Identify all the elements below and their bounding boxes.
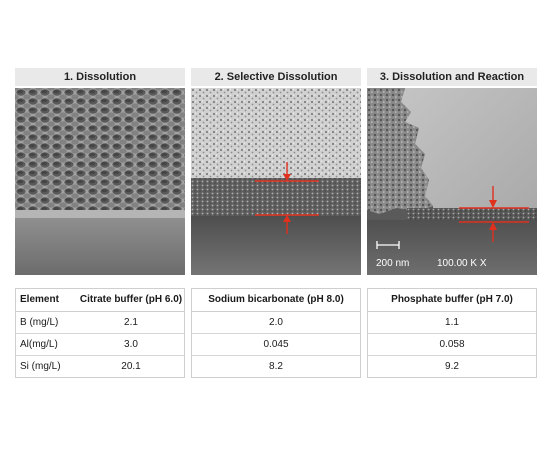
table-row: 2.0 — [192, 312, 360, 334]
table-row: 8.2 — [192, 356, 360, 377]
scale-bar-label: 200 nm — [376, 258, 409, 269]
table-cell: 1.1 — [445, 317, 459, 328]
table-cell: 3.0 — [124, 339, 138, 350]
table-cell: 9.2 — [445, 361, 459, 372]
panel-title: 2. Selective Dissolution — [191, 68, 361, 86]
panel-selective-dissolution: 2. Selective Dissolution — [191, 68, 361, 275]
row-label: Al(mg/L) — [20, 339, 58, 350]
table-row: 0.058 — [368, 334, 536, 356]
table-row: 1.1 — [368, 312, 536, 334]
table-header-row: Sodium bicarbonate (pH 8.0) — [192, 289, 360, 312]
table-column-phosphate: Phosphate buffer (pH 7.0) 1.1 0.058 9.2 — [367, 288, 537, 378]
column-header: Sodium bicarbonate (pH 8.0) — [208, 294, 344, 305]
table-header-row: Element Citrate buffer (pH 6.0) — [16, 289, 184, 312]
table-cell: 20.1 — [121, 361, 141, 372]
panel-title: 3. Dissolution and Reaction — [367, 68, 537, 86]
sem-image-dissolution-reaction: 200 nm 100.00 K X — [367, 88, 537, 275]
table-cell: 8.2 — [269, 361, 283, 372]
table-row: 9.2 — [368, 356, 536, 377]
scale-bar-icon — [376, 241, 400, 249]
table-cell: 0.058 — [439, 339, 465, 350]
table-row: Al(mg/L) 3.0 — [16, 334, 184, 356]
element-header: Element — [20, 294, 59, 305]
arrow-marker-icon — [459, 186, 529, 242]
sem-image-dissolution — [15, 88, 185, 275]
table-cell: 2.1 — [124, 317, 138, 328]
table-cell: 0.045 — [263, 339, 289, 350]
row-label: B (mg/L) — [20, 317, 59, 328]
panel-dissolution-reaction: 3. Dissolution and Reaction — [367, 68, 537, 275]
arrow-marker-icon — [255, 162, 319, 234]
table-column-citrate: Element Citrate buffer (pH 6.0) B (mg/L)… — [15, 288, 185, 378]
panel-title: 1. Dissolution — [15, 68, 185, 86]
column-header: Citrate buffer (pH 6.0) — [79, 294, 183, 305]
magnification-label: 100.00 K X — [437, 258, 487, 269]
panel-dissolution: 1. Dissolution — [15, 68, 185, 275]
table-cell: 2.0 — [269, 317, 283, 328]
table-row: Si (mg/L) 20.1 — [16, 356, 184, 377]
row-label: Si (mg/L) — [20, 361, 61, 372]
sem-image-selective-dissolution — [191, 88, 361, 275]
table-row: 0.045 — [192, 334, 360, 356]
table-column-bicarbonate: Sodium bicarbonate (pH 8.0) 2.0 0.045 8.… — [191, 288, 361, 378]
table-header-row: Phosphate buffer (pH 7.0) — [368, 289, 536, 312]
column-header: Phosphate buffer (pH 7.0) — [391, 294, 513, 305]
table-row: B (mg/L) 2.1 — [16, 312, 184, 334]
